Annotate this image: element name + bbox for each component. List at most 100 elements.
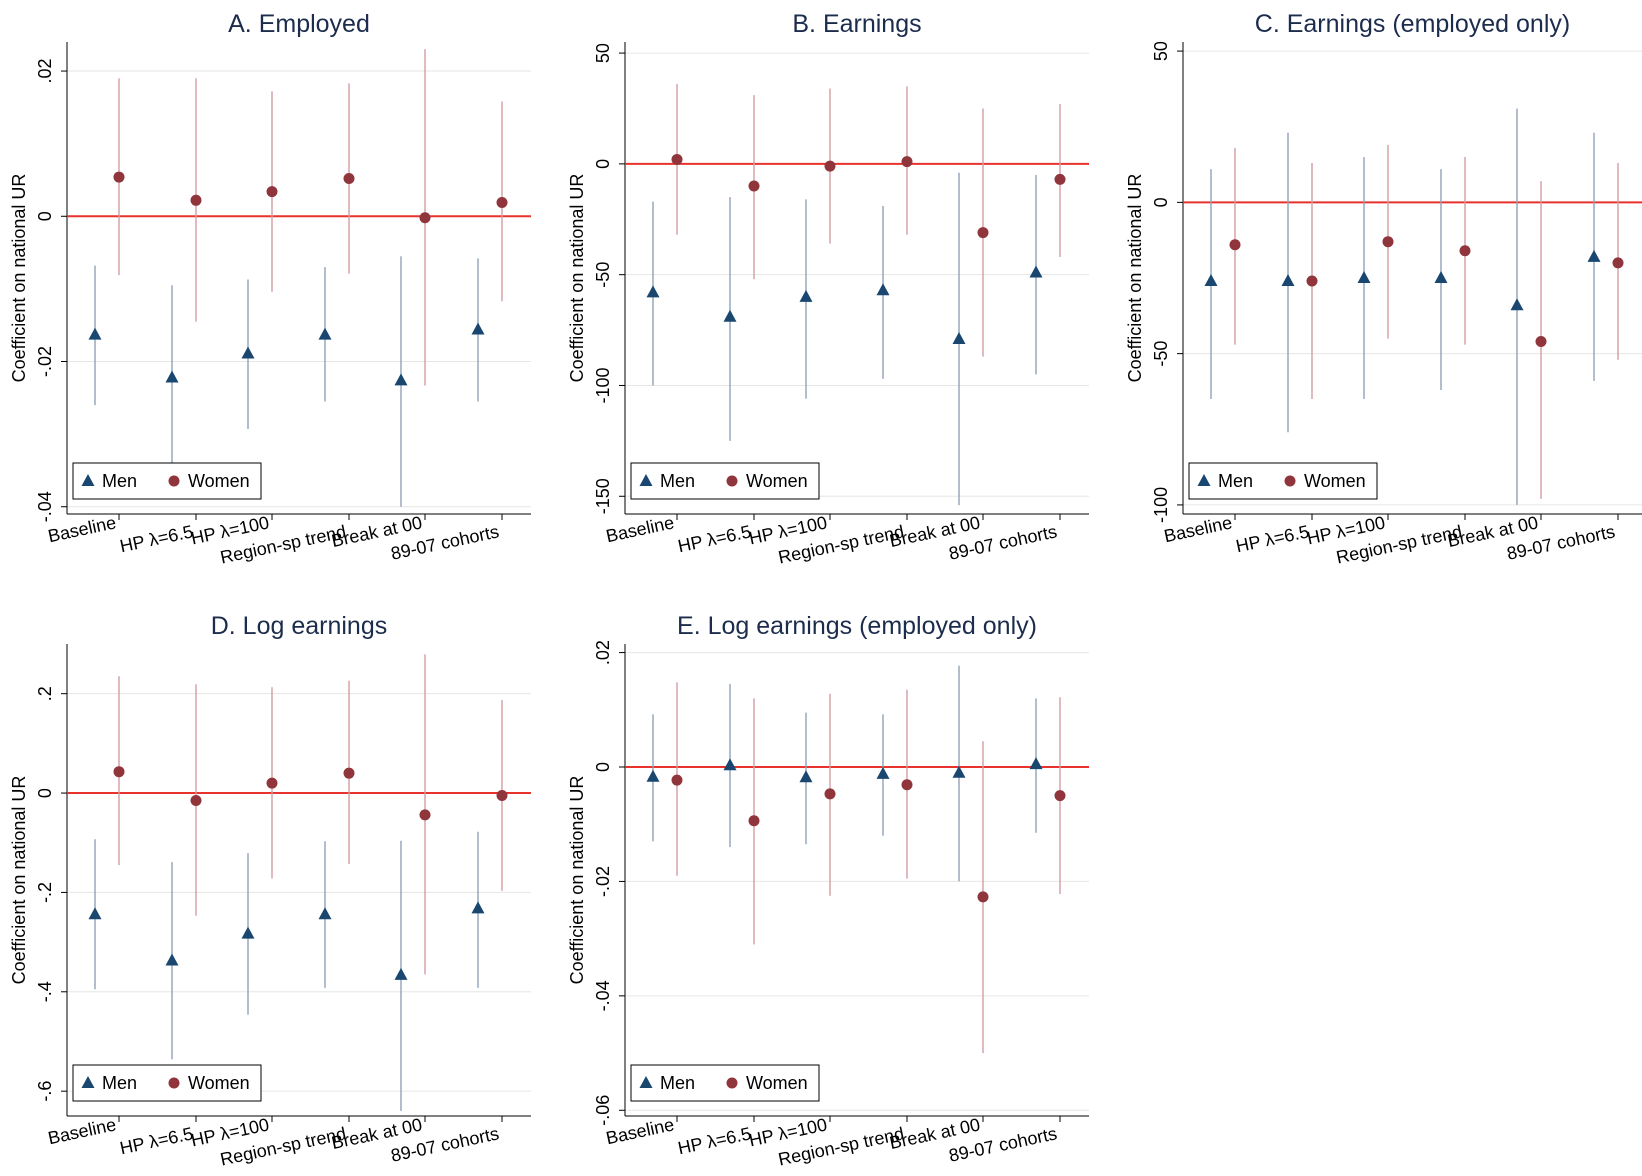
men-point xyxy=(876,766,890,779)
women-point xyxy=(1612,257,1624,269)
legend: Men Women xyxy=(1188,462,1378,500)
men-point xyxy=(88,907,102,920)
men-point xyxy=(165,953,179,966)
y-axis-title: Coefficient on national UR xyxy=(9,776,29,985)
women-point xyxy=(113,766,125,778)
legend-women-marker xyxy=(726,1077,738,1089)
legend-women-label: Women xyxy=(1304,471,1366,491)
legend-men-label: Men xyxy=(660,1073,695,1093)
legend-women-label: Women xyxy=(746,1073,808,1093)
y-tick-label: .02 xyxy=(593,640,613,665)
y-tick-label: 50 xyxy=(1151,41,1171,61)
legend-women-label: Women xyxy=(188,471,250,491)
y-tick-label: -.04 xyxy=(35,491,55,522)
men-point xyxy=(1029,265,1043,278)
women-point xyxy=(1054,790,1066,802)
women-point xyxy=(748,180,760,192)
women-point xyxy=(113,171,125,183)
legend: Men Women xyxy=(72,462,262,500)
y-tick-label: -.4 xyxy=(35,981,55,1002)
y-tick-label: -50 xyxy=(593,262,613,288)
legend-men-marker xyxy=(81,474,95,486)
women-point xyxy=(901,156,913,168)
legend-women-label: Women xyxy=(188,1073,250,1093)
y-tick-label: 0 xyxy=(35,211,55,221)
x-tick-label: Baseline xyxy=(46,1114,118,1148)
women-point xyxy=(419,809,431,821)
men-point xyxy=(952,765,966,778)
men-point xyxy=(1029,757,1043,770)
women-point xyxy=(266,186,278,198)
x-tick-label: Baseline xyxy=(604,512,676,546)
men-point xyxy=(952,331,966,344)
women-point xyxy=(671,153,683,165)
men-point xyxy=(394,967,408,980)
men-point xyxy=(471,322,485,335)
x-tick-label: Baseline xyxy=(46,512,118,546)
men-point xyxy=(646,285,660,298)
y-tick-label: 0 xyxy=(593,159,613,169)
men-point xyxy=(1510,298,1524,311)
women-point xyxy=(1382,236,1394,248)
men-point xyxy=(646,769,660,782)
women-point xyxy=(1459,245,1471,257)
y-tick-label: 0 xyxy=(1151,197,1171,207)
men-point xyxy=(723,309,737,322)
y-tick-label: -.04 xyxy=(593,980,613,1011)
y-tick-label: -100 xyxy=(593,367,613,403)
legend-men-label: Men xyxy=(660,471,695,491)
women-point xyxy=(496,790,508,802)
y-axis-title: Coefficient on national UR xyxy=(1125,174,1145,383)
legend-men-marker xyxy=(81,1076,95,1088)
legend-men-marker xyxy=(639,474,653,486)
y-tick-label: -50 xyxy=(1151,341,1171,367)
men-point xyxy=(1587,249,1601,262)
women-point xyxy=(343,767,355,779)
women-point xyxy=(824,788,836,800)
men-point xyxy=(241,926,255,939)
y-tick-label: -.2 xyxy=(35,882,55,903)
men-point xyxy=(241,346,255,359)
women-point xyxy=(343,173,355,185)
y-tick-label: 0 xyxy=(593,762,613,772)
legend-men-marker xyxy=(1197,474,1211,486)
men-point xyxy=(1434,271,1448,283)
x-tick-label: HP λ=6.5 xyxy=(118,1123,195,1158)
y-tick-label: -150 xyxy=(593,478,613,514)
y-tick-label: -.02 xyxy=(35,346,55,377)
y-tick-label: 0 xyxy=(35,788,55,798)
women-point xyxy=(977,227,989,239)
x-tick-label: Baseline xyxy=(1162,512,1234,546)
legend-men-label: Men xyxy=(1218,471,1253,491)
panel-title: E. Log earnings (employed only) xyxy=(677,612,1037,640)
women-point xyxy=(1054,173,1066,185)
panel-d: D. Log earnings .2 0 -.2 -.4 -.6 Coefficient o… xyxy=(9,612,531,1170)
women-point xyxy=(824,160,836,172)
legend-women-marker xyxy=(1284,475,1296,487)
x-tick-label: HP λ=6.5 xyxy=(676,521,753,556)
y-tick-label: 50 xyxy=(593,43,613,63)
men-point xyxy=(876,283,890,296)
panel-title: A. Employed xyxy=(228,10,370,38)
women-point xyxy=(671,774,683,786)
men-point xyxy=(1281,274,1295,287)
legend-men-marker xyxy=(639,1076,653,1088)
men-point xyxy=(318,327,332,340)
legend: Men Women xyxy=(72,1064,262,1102)
panel-title: D. Log earnings xyxy=(211,612,388,640)
y-tick-label: -.6 xyxy=(35,1081,55,1102)
y-tick-label: .02 xyxy=(35,59,55,84)
women-point xyxy=(1306,275,1318,287)
women-point xyxy=(190,194,202,206)
y-axis-title: Coefficient on national UR xyxy=(9,174,29,383)
legend: Men Women xyxy=(630,1064,820,1102)
women-point xyxy=(1535,336,1547,348)
y-tick-label: -100 xyxy=(1151,487,1171,523)
y-axis-title: Coefficient on national UR xyxy=(567,776,587,985)
women-point xyxy=(901,779,913,791)
women-point xyxy=(977,891,989,903)
x-tick-label: HP λ=6.5 xyxy=(676,1123,753,1158)
y-tick-label: -.02 xyxy=(593,866,613,897)
panel-c: C. Earnings (employed only) 50 0 -50 -100 Coe… xyxy=(1125,10,1642,568)
